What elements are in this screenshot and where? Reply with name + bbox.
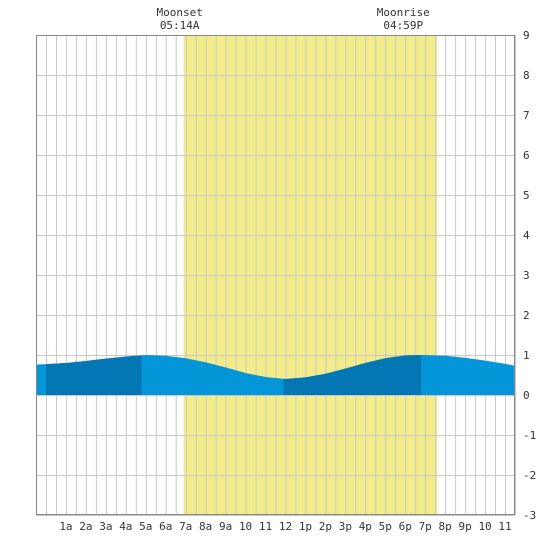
x-tick-label: 7a <box>179 520 192 533</box>
tide-area-layer <box>36 355 515 395</box>
x-tick-label: 2a <box>79 520 92 533</box>
x-tick-label: 4a <box>119 520 132 533</box>
x-tick-label: 9a <box>219 520 232 533</box>
x-tick-label: 4p <box>359 520 372 533</box>
y-tick-label: 8 <box>523 69 530 82</box>
x-tick-label: 12 <box>279 520 292 533</box>
plot-frame <box>36 35 515 515</box>
y-tick-label: 7 <box>523 109 530 122</box>
moon-event-label: Moonrise <box>377 6 430 19</box>
x-tick-label: 1a <box>59 520 72 533</box>
y-tick-label: 5 <box>523 189 530 202</box>
x-tick-label: 8a <box>199 520 212 533</box>
moon-event-time: 04:59P <box>383 19 423 32</box>
y-tick-label: 3 <box>523 269 530 282</box>
x-tick-label: 10 <box>239 520 252 533</box>
x-tick-label: 11 <box>259 520 272 533</box>
x-tick-label: 7p <box>419 520 432 533</box>
y-tick-label: -3 <box>523 509 536 522</box>
x-tick-label: 11 <box>498 520 511 533</box>
y-tick-label: -2 <box>523 469 536 482</box>
x-tick-label: 2p <box>319 520 332 533</box>
x-tick-label: 3p <box>339 520 352 533</box>
y-tick-label: -1 <box>523 429 536 442</box>
x-tick-label: 1p <box>299 520 312 533</box>
y-tick-label: 2 <box>523 309 530 322</box>
moon-event-time: 05:14A <box>160 19 200 32</box>
tide-area-dark-band <box>283 355 422 395</box>
x-axis-ticks: 1a 2a 3a 4a 5a 6a 7a 8a 9a 10 11 12 1p 2p 3p 4p 5p 6p 7p 8p… <box>59 520 511 533</box>
moon-event-label: Moonset <box>157 6 203 19</box>
y-tick-label: 0 <box>523 389 530 402</box>
plot-frame-layer <box>36 35 515 515</box>
grid-layer <box>36 35 516 516</box>
x-tick-label: 6a <box>159 520 172 533</box>
x-tick-label: 9p <box>458 520 471 533</box>
y-tick-label: 1 <box>523 349 530 362</box>
x-tick-label: 5p <box>379 520 392 533</box>
x-tick-label: 3a <box>99 520 112 533</box>
y-tick-label: 9 <box>523 29 530 42</box>
x-tick-label: 8p <box>439 520 452 533</box>
y-tick-label: 6 <box>523 149 530 162</box>
y-axis-ticks: -3 -2 -1 0 1 2 3 4 5 6 7 8 9 <box>523 29 536 522</box>
x-tick-label: 5a <box>139 520 152 533</box>
x-tick-label: 6p <box>399 520 412 533</box>
tide-area-dark-band <box>45 355 142 395</box>
y-tick-label: 4 <box>523 229 530 242</box>
x-tick-label: 10 <box>478 520 491 533</box>
